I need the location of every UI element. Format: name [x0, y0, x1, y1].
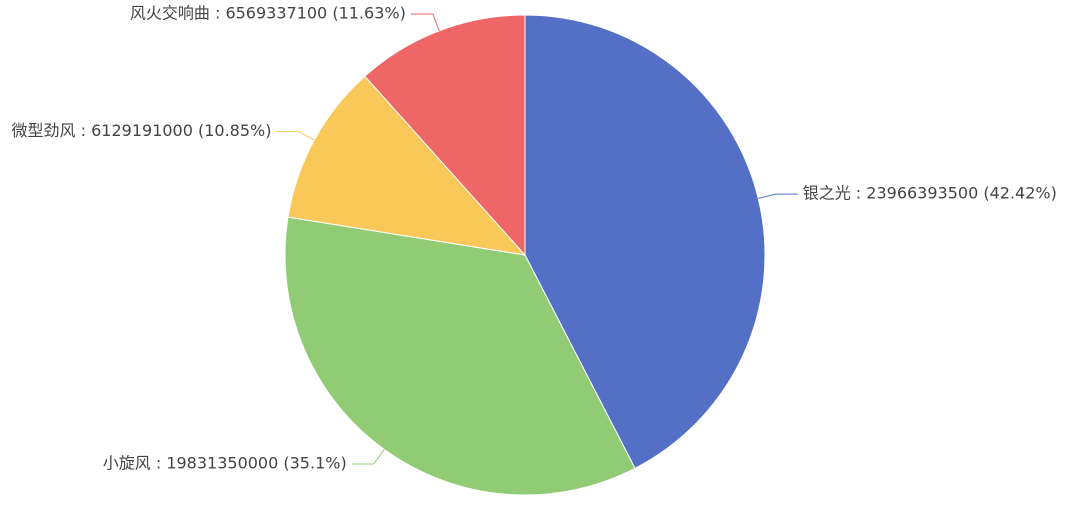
pie-slice	[524, 14, 766, 469]
data-label: 小旋风 : 19831350000 (35.1%)	[103, 453, 347, 472]
data-label: 微型劲风 : 6129191000 (10.85%)	[12, 121, 272, 140]
data-label: 风火交响曲 : 6569337100 (11.63%)	[130, 4, 406, 23]
label-line	[758, 193, 798, 199]
label-line	[410, 13, 440, 32]
label-line	[276, 130, 315, 141]
pie-slice	[287, 75, 527, 256]
pie-slice	[284, 216, 636, 496]
data-label: 银之光 : 23966393500 (42.42%)	[803, 184, 1057, 203]
label-line	[351, 449, 385, 465]
